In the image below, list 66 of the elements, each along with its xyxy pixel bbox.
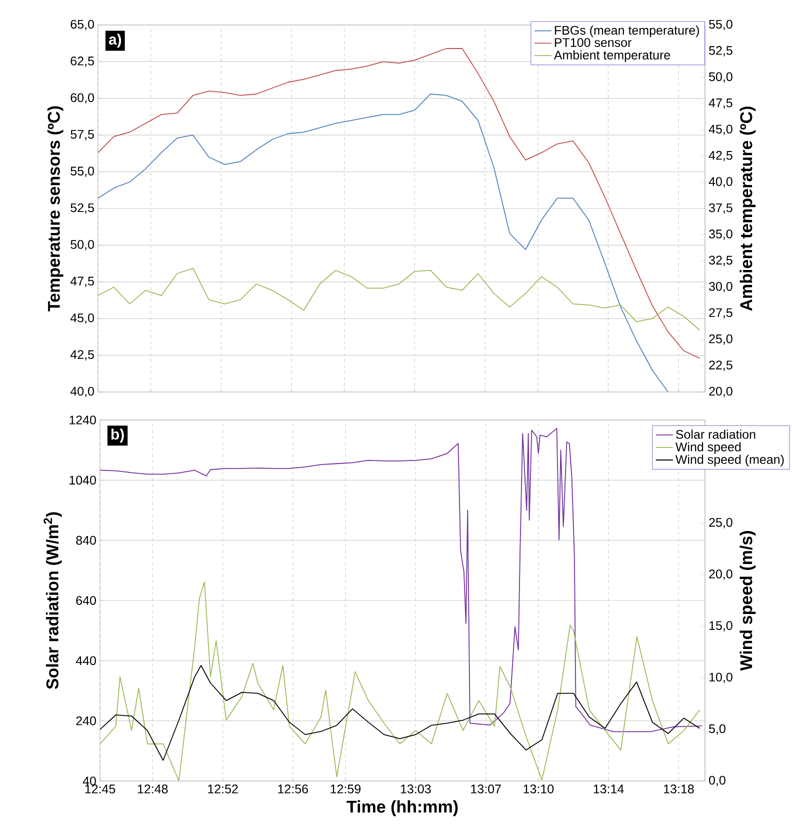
x-tick-label: 13:18 (664, 784, 694, 794)
legend-label: Ambient temperature (554, 50, 670, 62)
y2-tick-label: 42,5 (708, 150, 732, 162)
y-tick-label: 42,5 (70, 350, 94, 360)
y2-tick-label: 37,5 (709, 203, 732, 214)
y-tick-label: 47,5 (70, 276, 94, 287)
y2-tick-label: 45,0 (708, 124, 732, 136)
y-tick-label: 57,5 (70, 130, 94, 140)
y-tick-label: 840 (76, 536, 96, 545)
annotation: b) (111, 428, 124, 443)
x-tick-label: 13:10 (524, 784, 554, 794)
y2-tick-label: 15,0 (709, 621, 732, 632)
y2-tick-label: 55,0 (709, 20, 732, 30)
y2-tick-label: 22,5 (709, 360, 732, 371)
x-tick-label: 12:45 (85, 784, 116, 794)
line-series (98, 268, 700, 331)
y2-axis-title: Ambient temperature (ºC) (740, 106, 756, 311)
y2-tick-label: 52,5 (709, 46, 732, 56)
y2-tick-label: 0,0 (709, 776, 726, 786)
y2-tick-label: 30,0 (709, 282, 732, 292)
y-tick-label: 40,0 (70, 386, 94, 398)
y-tick-label: 65,0 (70, 20, 94, 30)
y-axis-title: Solar radiation (W/m$^{2}$) (44, 512, 62, 690)
y-tick-label: 60,0 (70, 93, 94, 104)
y-tick-label: 1240 (70, 416, 96, 424)
y-tick-label: 40 (82, 776, 96, 786)
line-series (100, 428, 702, 732)
y-tick-label: 62,5 (70, 56, 94, 67)
line-series (100, 665, 700, 761)
x-tick-label: 13:14 (594, 784, 624, 794)
y-axis-title: Temperature sensors (ºC) (47, 106, 64, 312)
x-tick-label: 12:56 (278, 784, 308, 794)
legend-label: Wind speed (675, 442, 741, 454)
annotation: a) (108, 34, 122, 48)
y2-tick-label: 47,5 (708, 98, 732, 109)
y-tick-label: 1040 (70, 476, 96, 485)
legend-label: FBGs (mean temperature) (554, 26, 699, 38)
x-tick-label: 12:52 (208, 784, 238, 794)
x-tick-label: 12:59 (330, 784, 361, 794)
y2-tick-label: 32,5 (709, 256, 732, 266)
y2-tick-label: 25,0 (709, 334, 732, 345)
y2-tick-label: 50,0 (709, 72, 732, 83)
y2-tick-label: 40,0 (708, 177, 732, 188)
y2-tick-label: 5,0 (709, 724, 726, 735)
y2-tick-label: 10,0 (709, 672, 732, 684)
x-tick-label: 13:03 (400, 784, 431, 794)
y-tick-label: 52,5 (70, 203, 94, 214)
y-tick-label: 640 (76, 596, 96, 605)
y-tick-label: 45,0 (70, 313, 94, 324)
y-tick-label: 440 (76, 656, 96, 666)
y2-tick-label: 20,0 (709, 386, 732, 398)
y-tick-label: 55,0 (70, 166, 94, 177)
y2-tick-label: 25,0 (709, 518, 732, 528)
x-axis-title: Time (hh:mm) (346, 800, 458, 816)
legend-label: PT100 sensor (554, 38, 632, 47)
line-series (98, 94, 668, 392)
y-tick-label: 240 (76, 716, 96, 726)
y-tick-label: 50,0 (70, 240, 94, 250)
legend-label: Wind speed (mean) (675, 454, 784, 466)
x-tick-label: 12:48 (138, 784, 168, 794)
x-tick-label: 13:07 (471, 784, 501, 794)
y2-tick-label: 20,0 (709, 570, 732, 580)
y2-axis-title: Wind speed (m/s) (740, 531, 756, 671)
legend-label: Solar radiation (676, 430, 756, 439)
y2-tick-label: 35,0 (709, 230, 732, 240)
y2-tick-label: 27,5 (709, 308, 732, 319)
